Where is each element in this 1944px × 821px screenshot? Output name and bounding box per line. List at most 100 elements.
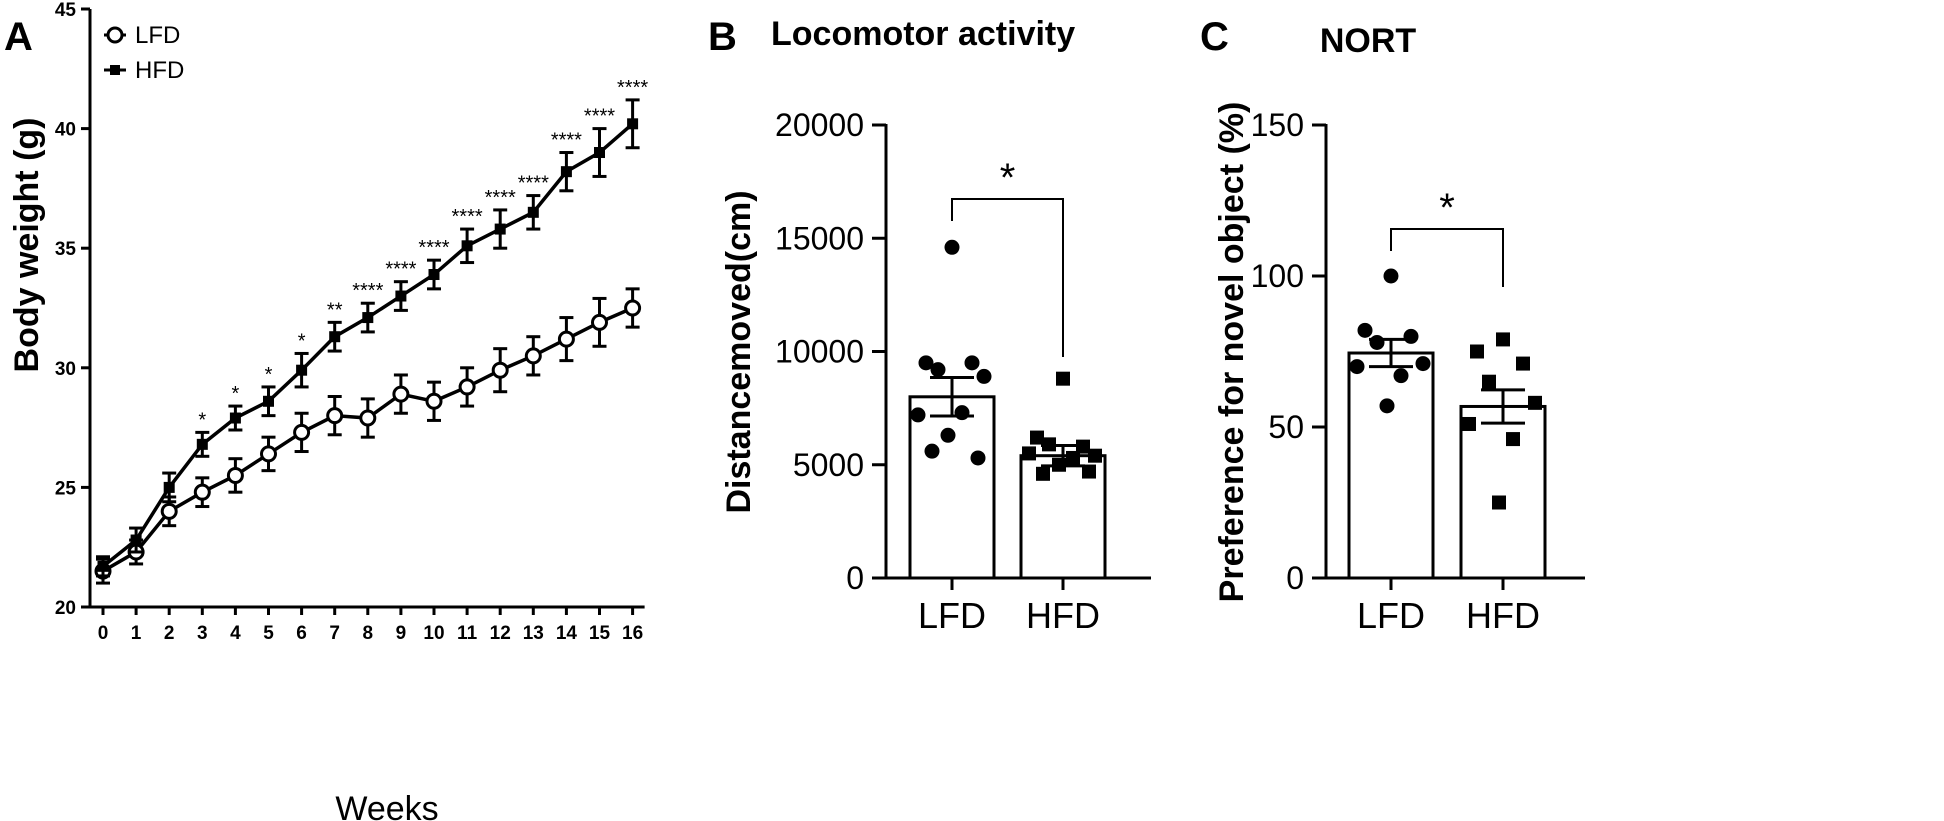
panel-a-point-hfd [461,240,473,252]
panel-a-significance-label: **** [584,106,615,128]
panel-a-significance-label: * [298,330,306,352]
panel-b-point-lfd [910,407,926,423]
panel-a-x-tick-label: 7 [329,623,340,644]
panel-c-y-tick-label: 150 [1251,107,1304,143]
panel-a-point-hfd [560,166,572,178]
panel-a-point-hfd [428,269,440,281]
panel-a-point-lfd [226,466,244,484]
panel-a-significance-label: **** [485,187,516,209]
panel-a-point-hfd [229,412,241,424]
panel-a-x-tick-label: 14 [556,623,578,644]
panel-c-point-lfd [1415,356,1431,372]
panel-a-significance-label: **** [551,130,582,152]
panel-a-letter: A [4,15,33,59]
panel-a-x-tick-label: 8 [363,623,374,644]
panel-a-point-lfd [425,392,443,410]
panel-a-x-tick-label: 4 [230,623,241,644]
panel-c-point-hfd [1528,395,1542,410]
panel-a-significance-label: **** [385,259,416,281]
panel-a-point-lfd [524,347,542,365]
panel-a-point-hfd [627,118,639,130]
panel-c-point-lfd [1383,268,1399,284]
panel-b-y-tick-label: 10000 [775,334,864,370]
panel-a-point-lfd [458,378,476,396]
panel-b-point-lfd [954,405,970,421]
panel-a-point-hfd [395,290,407,302]
panel-c-point-hfd [1496,332,1510,347]
panel-a-point-hfd [362,312,374,324]
panel-c-y-tick-label: 50 [1268,409,1304,445]
panel-a-point-hfd [196,438,208,450]
panel-c-point-hfd [1482,374,1496,389]
panel-c-point-hfd [1516,356,1530,371]
panel-a-x-tick-label: 12 [490,623,511,644]
panel-c-significance-bracket [1390,228,1504,287]
panel-b-point-lfd [918,355,934,371]
panel-a-point-lfd [557,330,575,348]
panel-b-point-hfd [1076,439,1090,454]
panel-a-y-axis-label: Body weight (g) [8,118,46,373]
panel-a-point-hfd [296,364,308,376]
panel-a-legend: LFD HFD [104,22,184,84]
panel-a-point-lfd [359,409,377,427]
panel-c-point-lfd [1379,398,1395,414]
panel-b-point-lfd [964,355,980,371]
panel-a-y-tick-label: 35 [55,239,77,260]
panel-b-point-lfd [930,362,946,378]
panel-a-significance-label: **** [518,173,549,195]
panel-b-point-lfd [940,427,956,443]
panel-c-y-tick-label: 100 [1251,258,1304,294]
panel-c-point-lfd [1403,328,1419,344]
legend-lfd-marker [106,26,124,44]
panel-b-point-hfd [1088,448,1102,463]
panel-c-point-lfd [1349,359,1365,375]
panel-a-y-tick-label: 40 [55,120,76,141]
panel-b-point-hfd [1022,446,1036,461]
panel-a-x-tick-label: 13 [523,623,544,644]
panel-a-point-hfd [527,206,539,218]
panel-c-point-lfd [1357,322,1373,338]
panel-a-x-tick-label: 0 [98,623,109,644]
panel-a-point-lfd [160,502,178,520]
panel-c-y-tick-label: 0 [1286,560,1304,596]
panel-c-bar-hfd [1459,404,1547,580]
panel-a-significance-label: **** [352,280,383,302]
panel-a-significance-label: * [265,364,273,386]
panel-a-point-lfd [491,361,509,379]
panel-a-x-tick-label: 16 [622,623,643,644]
panel-c-significance-label: * [1439,186,1455,230]
panel-b-x-tick-label: LFD [918,595,986,636]
panel-a-significance-label: ** [327,299,343,321]
panel-b-point-hfd [1036,466,1050,481]
panel-b-point-lfd [924,443,940,459]
panel-b-y-axis-label: Distancemoved(cm) [720,190,758,513]
panel-a-point-lfd [326,407,344,425]
panel-b-y-tick-label: 20000 [775,107,864,143]
panel-a-y-tick-label: 20 [55,598,76,619]
panel-b-point-hfd [1052,457,1066,472]
panel-a-x-axis-label: Weeks [335,790,438,821]
panel-a-significance-label: **** [617,77,648,99]
panel-a-x-tick-label: 3 [197,623,208,644]
panel-b-x-tick-label: HFD [1026,595,1100,636]
panel-a-point-hfd [163,481,175,493]
panel-b-point-hfd [1030,430,1044,445]
panel-c-x-tick-label: HFD [1466,595,1540,636]
panel-a-point-hfd [494,223,506,235]
panel-a-point-lfd [193,483,211,501]
panel-a-x-tick-label: 2 [164,623,175,644]
panel-c-point-hfd [1506,432,1520,447]
panel-c-point-hfd [1470,344,1484,359]
panel-b-point-lfd [944,239,960,255]
panel-a-significance-label: **** [452,206,483,228]
panel-c-point-hfd [1462,416,1476,431]
panel-b-significance-label: * [1000,156,1016,200]
panel-c-y-axis-label: Preference for novel object (%) [1213,102,1251,603]
panel-b-point-hfd [1042,437,1056,452]
panel-a-y-tick-label: 45 [55,0,77,21]
panel-a-x-tick-label: 5 [263,623,274,644]
panel-c-title: NORT [1320,22,1417,60]
panel-a-point-hfd [594,147,605,159]
legend-hfd-label: HFD [135,57,184,84]
